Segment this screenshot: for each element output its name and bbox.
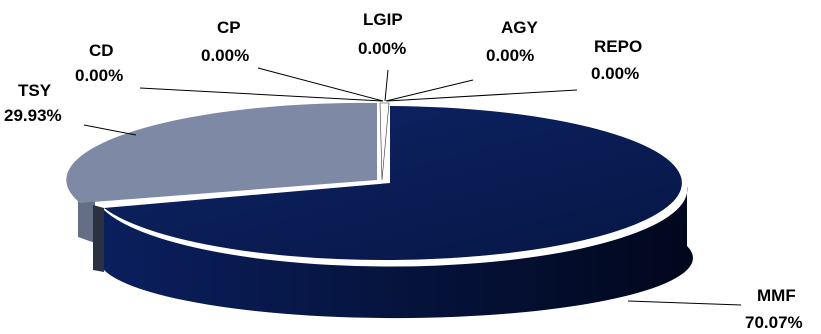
slice-zero-group: [379, 102, 390, 181]
mmf-side: [104, 186, 693, 319]
zero-slices: [379, 102, 390, 181]
leader-lgip: [384, 69, 389, 102]
leader-agy: [385, 79, 474, 102]
label-lgip-name: LGIP: [363, 10, 403, 29]
slice-mmf: [93, 106, 693, 319]
label-agy-name: AGY: [501, 18, 539, 37]
label-agy-value: 0.00%: [486, 46, 534, 65]
mmf-top: [104, 106, 682, 260]
slice-tsy: [66, 102, 378, 243]
slice-labels: TSY 29.93% CD 0.00% CP 0.00% LGIP 0.00% …: [4, 10, 803, 332]
leader-cd: [139, 87, 384, 102]
leader-cp: [257, 67, 384, 102]
label-mmf-name: MMF: [757, 286, 796, 305]
label-cd-value: 0.00%: [75, 66, 123, 85]
leader-repo: [386, 89, 578, 102]
label-lgip-value: 0.00%: [358, 39, 406, 58]
label-repo-name: REPO: [594, 37, 642, 56]
leader-lines: [83, 67, 742, 306]
label-cp-name: CP: [217, 18, 241, 37]
mmf-side-edge: [93, 205, 104, 272]
label-cp-value: 0.00%: [201, 46, 249, 65]
label-repo-value: 0.00%: [591, 64, 639, 83]
label-tsy-name: TSY: [18, 81, 52, 100]
label-cd-name: CD: [89, 41, 114, 60]
label-mmf-value: 70.07%: [745, 313, 803, 332]
leader-tsy: [83, 124, 137, 136]
label-tsy-value: 29.93%: [4, 106, 62, 125]
leader-mmf: [627, 300, 742, 306]
tsy-top: [66, 102, 378, 203]
